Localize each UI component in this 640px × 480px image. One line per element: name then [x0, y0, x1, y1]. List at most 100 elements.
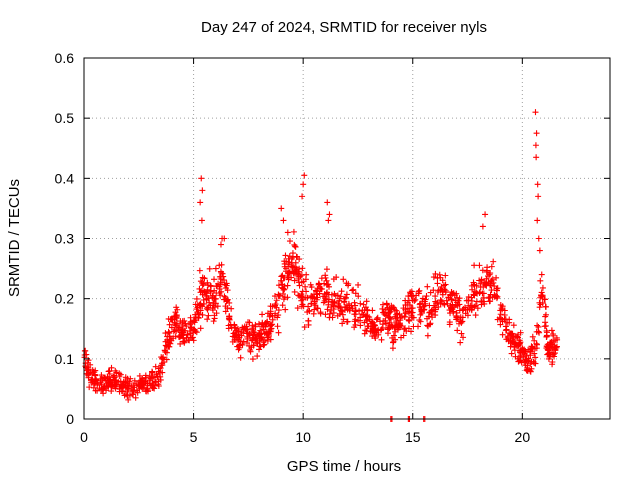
- data-point: [236, 342, 243, 349]
- data-point: [209, 305, 216, 312]
- data-point: [111, 381, 118, 388]
- data-point: [532, 354, 539, 361]
- data-point: [244, 339, 251, 346]
- data-point: [261, 341, 268, 348]
- data-point: [305, 303, 312, 310]
- data-point: [307, 294, 314, 301]
- data-point: [160, 359, 167, 366]
- data-point: [424, 322, 431, 329]
- data-point: [123, 378, 130, 385]
- outlier-point: [198, 175, 205, 182]
- data-point: [527, 368, 534, 375]
- data-point: [133, 380, 140, 387]
- data-point: [299, 296, 306, 303]
- data-point: [199, 274, 206, 281]
- data-point: [242, 326, 249, 333]
- data-point: [344, 318, 351, 325]
- data-point: [249, 356, 256, 363]
- data-point: [106, 376, 113, 383]
- data-point: [502, 327, 509, 334]
- data-point: [274, 323, 281, 330]
- data-point: [499, 318, 506, 325]
- data-point: [280, 296, 287, 303]
- data-point: [472, 312, 479, 319]
- data-point: [488, 277, 495, 284]
- data-point: [328, 298, 335, 305]
- data-point: [272, 302, 279, 309]
- data-point: [453, 309, 460, 316]
- data-point: [521, 346, 528, 353]
- data-point: [468, 282, 475, 289]
- data-point: [476, 277, 483, 284]
- data-point: [170, 328, 177, 335]
- data-point: [480, 294, 487, 301]
- data-point: [225, 315, 232, 322]
- data-point: [517, 347, 524, 354]
- data-point: [180, 335, 187, 342]
- data-point: [386, 319, 393, 326]
- outlier-point: [536, 247, 543, 254]
- data-point: [392, 328, 399, 335]
- data-point: [531, 337, 538, 344]
- outlier-point: [326, 211, 333, 218]
- data-point: [393, 318, 400, 325]
- data-point: [478, 298, 485, 305]
- data-point: [390, 332, 397, 339]
- data-point: [146, 373, 153, 380]
- data-point: [295, 268, 302, 275]
- data-point: [489, 276, 496, 283]
- data-point: [418, 310, 425, 317]
- data-point: [202, 289, 209, 296]
- data-point: [447, 310, 454, 317]
- data-point: [179, 330, 186, 337]
- outlier-point: [325, 217, 332, 224]
- data-point: [210, 318, 217, 325]
- y-tick-label: 0.2: [55, 291, 75, 307]
- data-point: [85, 374, 92, 381]
- data-point: [252, 323, 259, 330]
- data-point: [293, 270, 300, 277]
- data-point: [383, 301, 390, 308]
- data-point: [273, 297, 280, 304]
- data-point: [192, 317, 199, 324]
- data-point: [365, 323, 372, 330]
- data-point: [312, 302, 319, 309]
- data-point: [229, 333, 236, 340]
- data-point: [435, 304, 442, 311]
- data-point: [221, 293, 228, 300]
- data-point: [296, 282, 303, 289]
- y-axis-label: SRMTID / TECUs: [6, 179, 23, 297]
- data-point: [406, 317, 413, 324]
- outlier-point: [284, 229, 291, 236]
- chart-title: Day 247 of 2024, SRMTID for receiver nyl…: [201, 19, 487, 36]
- data-point: [552, 346, 559, 353]
- data-point: [457, 318, 464, 325]
- data-point: [110, 373, 117, 380]
- data-point: [127, 375, 134, 382]
- data-point: [339, 320, 346, 327]
- data-point: [416, 304, 423, 311]
- data-point: [286, 238, 293, 245]
- data-point: [223, 282, 230, 289]
- data-point: [181, 317, 188, 324]
- data-point: [371, 333, 378, 340]
- data-point: [477, 280, 484, 287]
- data-point: [85, 366, 92, 373]
- data-point: [478, 298, 485, 305]
- data-point: [384, 304, 391, 311]
- data-point: [470, 291, 477, 298]
- data-point: [374, 314, 381, 321]
- data-point: [426, 309, 433, 316]
- data-point: [486, 294, 493, 301]
- data-point: [341, 295, 348, 302]
- data-point: [324, 306, 331, 313]
- data-point: [199, 279, 206, 286]
- data-point: [402, 309, 409, 316]
- data-point: [291, 288, 298, 295]
- data-point: [250, 342, 257, 349]
- data-point: [92, 380, 99, 387]
- data-point: [424, 332, 431, 339]
- data-point: [550, 332, 557, 339]
- data-point: [355, 293, 362, 300]
- data-point: [262, 323, 269, 330]
